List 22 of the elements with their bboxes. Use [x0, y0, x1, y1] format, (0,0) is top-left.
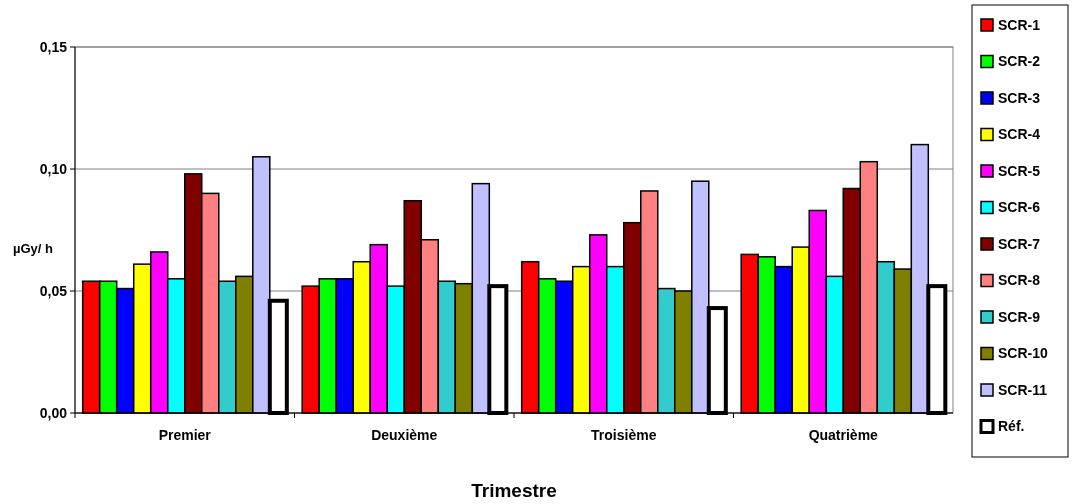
x-axis-title: Trimestre [471, 480, 557, 501]
y-tick-label: 0,10 [39, 160, 68, 177]
y-tick-label: 0,00 [39, 404, 68, 421]
x-tick-label: Deuxième [371, 427, 438, 443]
legend-label: SCR-9 [998, 308, 1041, 325]
legend-label: Réf. [998, 418, 1025, 435]
legend-label: SCR-5 [998, 162, 1041, 179]
x-tick-label: Quatrième [808, 427, 879, 443]
y-axis-title: µGy/ h [13, 241, 54, 256]
y-tick-label: 0,15 [39, 38, 68, 55]
legend-label: SCR-11 [998, 381, 1048, 398]
legend-label: SCR-2 [998, 53, 1041, 70]
legend-label: SCR-4 [998, 126, 1041, 143]
legend-label: SCR-1 [998, 16, 1041, 33]
x-tick-label: Premier [158, 427, 212, 443]
legend-label: SCR-7 [998, 235, 1041, 252]
legend-label: SCR-10 [998, 345, 1049, 362]
x-tick-label: Troisième [591, 427, 657, 443]
legend-label: SCR-3 [998, 89, 1041, 106]
y-tick-label: 0,05 [39, 282, 68, 299]
legend-label: SCR-6 [998, 199, 1041, 216]
legend-label: SCR-8 [998, 272, 1041, 289]
